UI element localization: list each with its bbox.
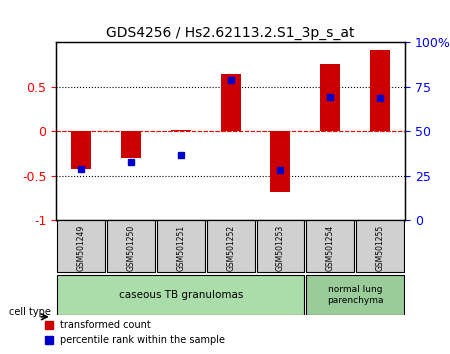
Bar xyxy=(171,130,191,131)
Bar xyxy=(370,50,390,131)
FancyBboxPatch shape xyxy=(306,275,404,315)
Bar xyxy=(71,131,91,169)
Text: GSM501250: GSM501250 xyxy=(126,225,135,271)
FancyBboxPatch shape xyxy=(57,220,105,272)
FancyBboxPatch shape xyxy=(306,220,354,272)
Text: caseous TB granulomas: caseous TB granulomas xyxy=(119,290,243,300)
FancyBboxPatch shape xyxy=(157,220,205,272)
FancyBboxPatch shape xyxy=(57,275,304,315)
Text: normal lung
parenchyma: normal lung parenchyma xyxy=(327,285,383,305)
Text: GSM501253: GSM501253 xyxy=(276,225,285,271)
Text: GSM501255: GSM501255 xyxy=(376,225,385,271)
Bar xyxy=(121,131,141,158)
FancyBboxPatch shape xyxy=(207,220,255,272)
FancyBboxPatch shape xyxy=(356,220,404,272)
Bar xyxy=(320,64,340,131)
Title: GDS4256 / Hs2.62113.2.S1_3p_s_at: GDS4256 / Hs2.62113.2.S1_3p_s_at xyxy=(106,26,355,40)
Text: GSM501249: GSM501249 xyxy=(76,225,86,271)
Text: GSM501254: GSM501254 xyxy=(326,225,335,271)
FancyBboxPatch shape xyxy=(256,220,304,272)
Text: GSM501252: GSM501252 xyxy=(226,225,235,271)
Text: cell type: cell type xyxy=(9,307,51,316)
Legend: transformed count, percentile rank within the sample: transformed count, percentile rank withi… xyxy=(41,316,229,349)
FancyBboxPatch shape xyxy=(107,220,155,272)
Bar xyxy=(220,74,241,131)
Bar xyxy=(270,131,290,192)
Text: GSM501251: GSM501251 xyxy=(176,225,185,271)
